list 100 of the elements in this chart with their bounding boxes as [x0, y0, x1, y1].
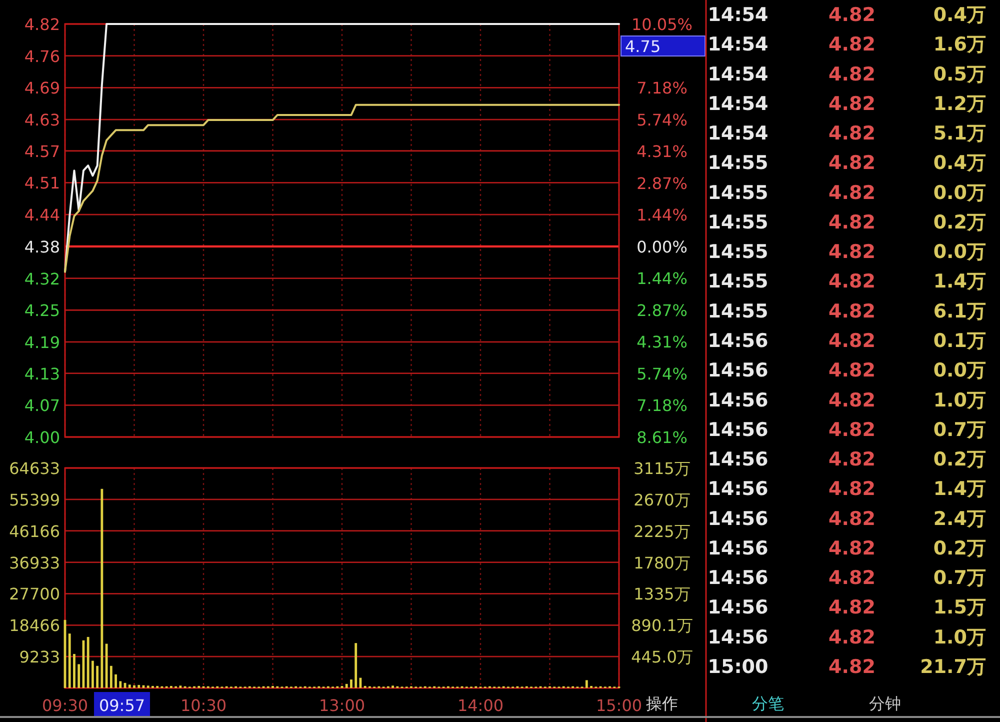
text: 14:56	[708, 508, 768, 530]
y-tick-label: 4.69	[24, 78, 60, 98]
y2-tick-label: 1.44%	[636, 206, 688, 225]
text: 14:56	[708, 596, 768, 619]
y2-tick-label: 10.05%	[631, 15, 693, 34]
y-tick-label: 4.51	[24, 174, 60, 193]
text: 4.82	[828, 152, 876, 174]
y-tick-label: 4.13	[24, 364, 60, 384]
text: 4.82	[828, 360, 876, 382]
text: 14:56	[708, 567, 768, 590]
y2-tick-label: 1335万	[634, 584, 690, 604]
text: 1.2万	[933, 92, 986, 115]
bar	[86, 636, 90, 688]
y2-tick-label: 4.31%	[636, 142, 688, 162]
x-tick-label: 14:00	[457, 696, 504, 715]
text: 4.82	[828, 567, 876, 590]
text: 14:55	[708, 152, 768, 174]
text: 4.82	[828, 211, 876, 234]
bar	[110, 666, 112, 688]
y2-tick-label: 2.87%	[636, 174, 688, 193]
y-tick-label: 4.25	[24, 301, 60, 320]
text: 14:54	[708, 34, 768, 56]
bar	[105, 644, 108, 688]
text: 14:56	[708, 448, 768, 471]
text: 操作	[646, 694, 678, 713]
y-tick-label: 46166	[9, 522, 60, 541]
text: 4.82	[828, 508, 876, 530]
text: 0.0万	[933, 182, 986, 204]
text: 15:00	[708, 656, 768, 678]
text: 14:55	[708, 270, 768, 293]
text: 14:54	[708, 4, 768, 26]
x-tick-label: 13:00	[318, 696, 366, 715]
text: 分笔	[752, 694, 784, 713]
x-tick-label: 09:30	[42, 696, 88, 715]
text: 09:57	[98, 696, 146, 715]
y-tick-label: 4.07	[24, 396, 60, 416]
y-tick-label: 4.76	[24, 46, 60, 66]
bar	[96, 666, 99, 688]
text: 4.82	[828, 4, 876, 26]
bar	[100, 488, 104, 688]
text: 14:54	[708, 122, 768, 145]
bar	[92, 660, 94, 688]
y-tick-label: 27700	[9, 584, 60, 604]
text: 21.7万	[920, 656, 986, 678]
text: 4.82	[828, 300, 876, 322]
text: 14:56	[708, 626, 768, 648]
text: 14:56	[708, 418, 768, 441]
text: 1.5万	[933, 596, 986, 619]
text: 0.0万	[933, 360, 986, 382]
bar	[114, 674, 117, 688]
text: 4.82	[828, 122, 876, 145]
bar	[345, 684, 348, 688]
text: 14:56	[708, 330, 768, 352]
x-tick-label: 10:30	[180, 696, 227, 715]
text: 4.82	[828, 182, 876, 204]
text: 0.2万	[933, 537, 986, 560]
y2-tick-label: 5.74%	[636, 110, 688, 130]
text: 14:55	[708, 241, 768, 264]
y-tick-label: 4.38	[24, 237, 60, 256]
text: 14:54	[708, 63, 768, 86]
text: 14:56	[708, 389, 768, 412]
y2-tick-label: 0.00%	[636, 237, 688, 256]
y2-tick-label: 5.74%	[636, 364, 688, 384]
text: 14:56	[708, 360, 768, 382]
y-tick-label: 4.82	[24, 15, 60, 34]
text: 4.82	[828, 92, 876, 115]
x-tick-label: 15:00	[596, 696, 642, 715]
y2-tick-label: 8.61%	[636, 428, 688, 447]
text: 4.82	[828, 389, 876, 412]
text: 0.1万	[933, 330, 986, 352]
bar	[78, 664, 80, 688]
y2-tick-label: 3115万	[634, 459, 690, 478]
y2-tick-label: 7.18%	[636, 396, 688, 416]
y2-tick-label: 1780万	[634, 553, 690, 572]
text: 0.2万	[933, 448, 986, 471]
y2-tick-label: 2.87%	[636, 300, 688, 320]
text: 1.0万	[933, 389, 986, 412]
text: 0.2万	[933, 211, 986, 234]
text: 2.4万	[933, 508, 986, 530]
y2-tick-label: 445.0万	[631, 648, 693, 667]
text: 14:55	[708, 300, 768, 322]
bar	[350, 679, 352, 688]
line-series	[64, 104, 620, 273]
bar	[585, 680, 588, 688]
text: 0.0万	[933, 241, 986, 264]
text: 4.82	[828, 270, 876, 293]
text: 1.4万	[933, 270, 986, 293]
text: 0.4万	[933, 152, 986, 174]
text: 14:54	[708, 92, 768, 115]
text: 1.0万	[933, 626, 986, 648]
text: 4.82	[828, 418, 876, 441]
bar	[73, 654, 76, 688]
y2-tick-label: 2225万	[634, 522, 690, 541]
text: 4.82	[828, 34, 876, 56]
text: 4.82	[828, 63, 876, 86]
y-tick-label: 4.32	[24, 269, 60, 288]
text: 6.1万	[933, 300, 986, 322]
text: 4.75	[625, 37, 661, 56]
y2-tick-label: 2670万	[634, 490, 690, 510]
text: 4.82	[828, 596, 876, 619]
